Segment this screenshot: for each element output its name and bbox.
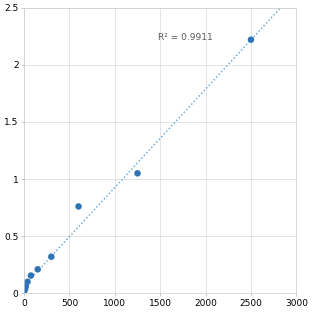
Text: R² = 0.9911: R² = 0.9911 [158, 33, 213, 42]
Point [35, 267, 40, 272]
Point [135, 171, 140, 176]
Point [25, 279, 30, 284]
Point [22, 291, 27, 296]
Point [76, 204, 81, 209]
Point [49, 254, 54, 259]
Point [28, 273, 33, 278]
Point [248, 37, 253, 42]
Point [22, 287, 27, 292]
Point [23, 284, 28, 289]
